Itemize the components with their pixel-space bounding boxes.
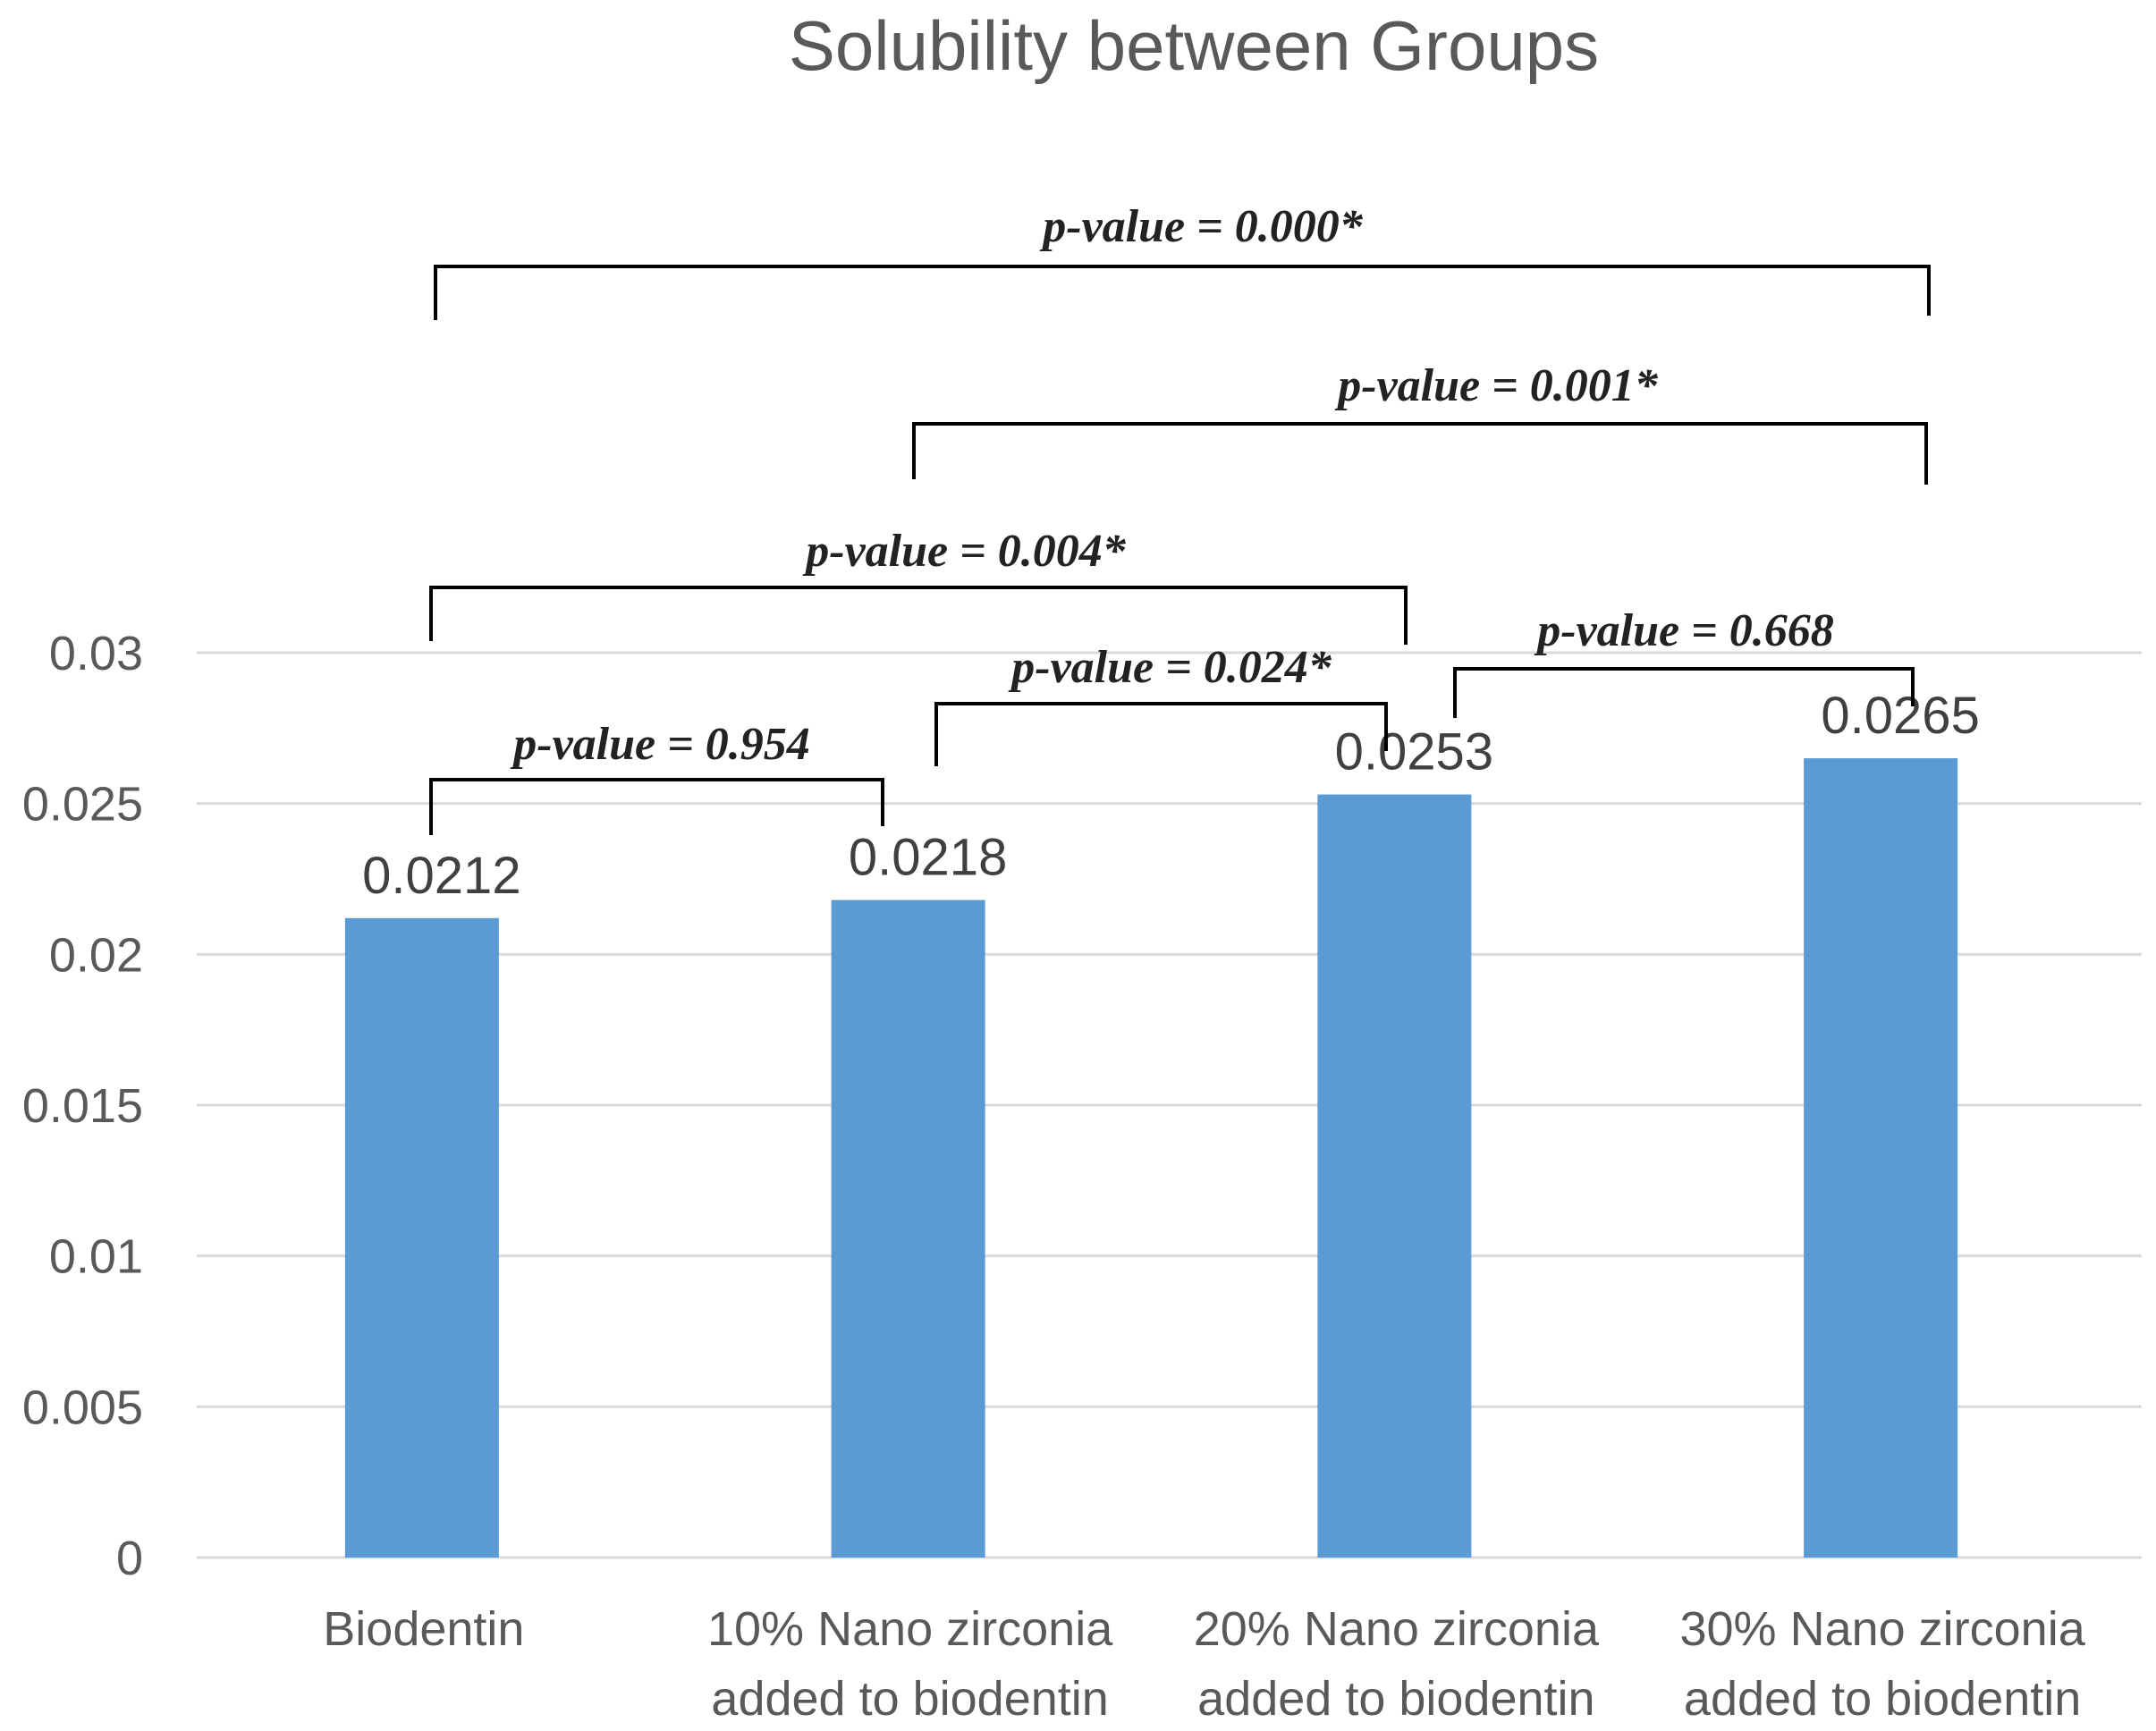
x-tick-label: 30% Nano zirconia xyxy=(1679,1602,2085,1656)
p-value-label: p-value = 0.000* xyxy=(1039,201,1363,252)
p-value-label: p-value = 0.004* xyxy=(802,526,1126,577)
significance-bracket xyxy=(912,422,1928,485)
bars xyxy=(344,758,1958,1558)
x-tick-label: Biodentin xyxy=(323,1602,524,1656)
y-tick-label: 0.01 xyxy=(49,1230,143,1284)
bar xyxy=(831,899,985,1558)
y-tick-label: 0.02 xyxy=(49,928,143,982)
data-label: 0.0218 xyxy=(849,829,1007,887)
data-label: 0.0265 xyxy=(1821,687,1979,745)
significance-brackets: p-value = 0.000* p-value = 0.001* p-value … xyxy=(429,201,1931,835)
p-value-label: p-value = 0.001* xyxy=(1334,360,1658,411)
grid-layer xyxy=(197,651,2142,1559)
data-label: 0.0253 xyxy=(1335,723,1493,781)
bar xyxy=(344,917,499,1558)
y-tick-label: 0.015 xyxy=(22,1079,143,1133)
y-tick-label: 0.005 xyxy=(22,1381,143,1434)
y-tick-label: 0.025 xyxy=(22,778,143,832)
x-tick-label: added to biodentin xyxy=(1197,1672,1594,1726)
significance-bracket xyxy=(934,702,1388,766)
x-tick-label: 20% Nano zirconia xyxy=(1194,1602,1600,1656)
x-tick-label: 10% Nano zirconia xyxy=(707,1602,1113,1656)
p-value-label: p-value = 0.668 xyxy=(1534,605,1833,656)
y-tick-label: 0.03 xyxy=(49,627,143,680)
x-tick-label: added to biodentin xyxy=(1684,1672,2081,1726)
data-labels: 0.0212 0.0218 0.0253 0.0265 xyxy=(362,687,1980,905)
data-label: 0.0212 xyxy=(362,847,520,905)
chart-title: Solubility between Groups xyxy=(789,6,1599,85)
p-value-label: p-value = 0.024* xyxy=(1008,642,1332,693)
x-tick-label: added to biodentin xyxy=(711,1672,1108,1726)
p-value-label: p-value = 0.954 xyxy=(510,719,809,770)
y-tick-label: 0 xyxy=(116,1532,143,1585)
bar xyxy=(1317,794,1472,1558)
significance-bracket xyxy=(434,265,1931,320)
significance-bracket xyxy=(429,586,1408,645)
x-axis-labels: Biodentin 10% Nano zirconia added to biode… xyxy=(323,1602,2085,1726)
y-axis-ticks: 0 0.005 0.01 0.015 0.02 0.025 0.03 xyxy=(22,627,143,1585)
bar xyxy=(1804,758,1958,1558)
significance-bracket xyxy=(1453,667,1915,718)
significance-bracket xyxy=(429,778,884,835)
